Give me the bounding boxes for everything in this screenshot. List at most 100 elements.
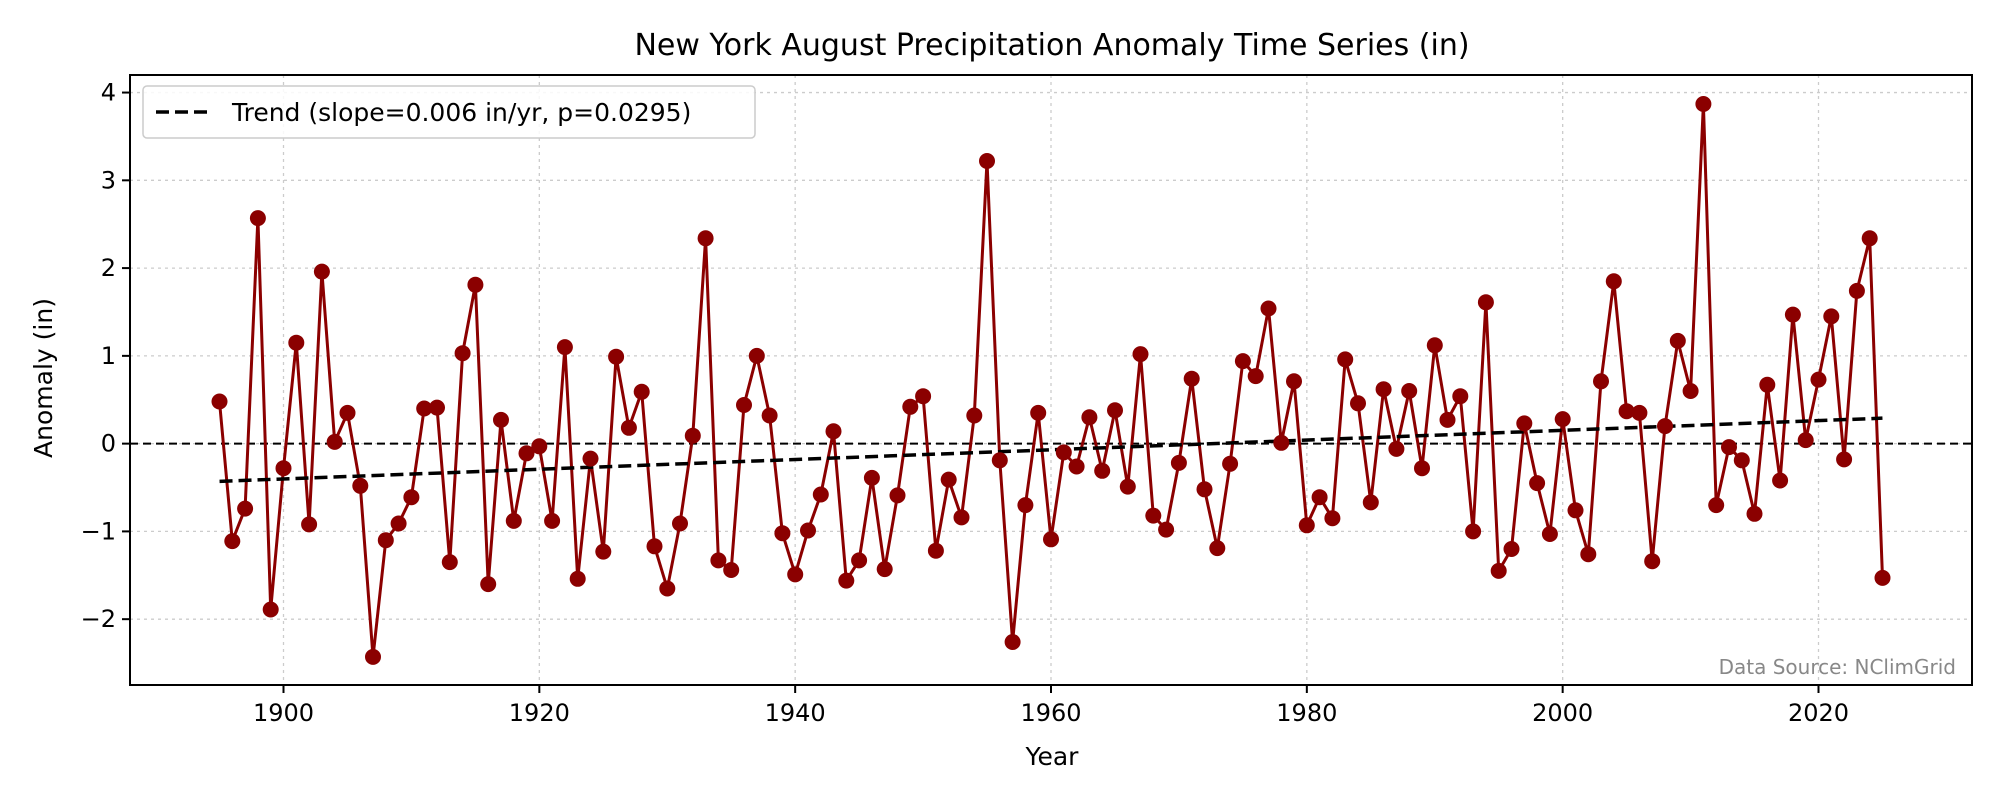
data-point-1986: [1375, 381, 1392, 398]
data-point-1934: [710, 552, 727, 569]
y-tick-label: 1: [101, 342, 116, 370]
data-point-1924: [582, 450, 599, 467]
data-point-1950: [915, 388, 932, 405]
data-point-2015: [1746, 505, 1763, 522]
data-point-1992: [1452, 388, 1469, 405]
data-point-1995: [1490, 562, 1507, 579]
data-point-1909: [390, 515, 407, 532]
data-point-2018: [1784, 306, 1801, 323]
data-point-1998: [1529, 475, 1546, 492]
data-point-2009: [1669, 332, 1686, 349]
data-point-1959: [1030, 404, 1047, 421]
data-point-1980: [1298, 517, 1315, 534]
data-point-1920: [531, 438, 548, 455]
data-point-1966: [1119, 478, 1136, 495]
data-point-1965: [1107, 402, 1123, 419]
data-point-1922: [556, 339, 573, 356]
data-point-1988: [1401, 383, 1418, 399]
y-tick-label: 3: [101, 166, 116, 194]
data-point-1969: [1158, 521, 1175, 538]
x-axis-label: Year: [1025, 742, 1080, 771]
data-point-1911: [416, 400, 433, 417]
chart-title: New York August Precipitation Anomaly Ti…: [634, 28, 1469, 63]
data-point-1993: [1465, 523, 1482, 540]
data-point-1953: [953, 509, 970, 526]
data-point-1954: [966, 407, 983, 424]
legend-trend-label: Trend (slope=0.006 in/yr, p=0.0295): [231, 98, 691, 127]
data-point-1946: [863, 469, 880, 486]
data-point-1964: [1094, 462, 1111, 479]
data-point-1908: [377, 532, 394, 549]
data-point-1991: [1439, 411, 1456, 428]
data-point-1935: [723, 562, 740, 578]
data-point-1956: [991, 452, 1008, 469]
data-point-1982: [1324, 510, 1341, 527]
data-point-1898: [249, 210, 266, 227]
data-point-1972: [1196, 481, 1213, 498]
data-point-1929: [646, 538, 663, 555]
data-point-1925: [595, 543, 612, 560]
data-point-1940: [787, 566, 804, 583]
x-tick-label: 2020: [1788, 699, 1849, 727]
data-point-1981: [1311, 489, 1328, 506]
data-point-1987: [1388, 440, 1405, 457]
data-point-1997: [1516, 415, 1533, 432]
data-point-1895: [211, 393, 228, 410]
data-point-1951: [927, 542, 944, 559]
data-point-1945: [851, 552, 868, 569]
data-point-2012: [1708, 497, 1725, 514]
data-source-note: Data Source: NClimGrid: [1719, 655, 1956, 679]
data-point-2008: [1657, 418, 1673, 435]
data-point-1967: [1132, 346, 1149, 363]
data-point-2017: [1772, 472, 1789, 489]
y-tick-label: 4: [101, 79, 116, 107]
data-point-1923: [569, 570, 586, 587]
data-point-2003: [1593, 373, 1609, 390]
data-point-1906: [352, 477, 369, 494]
data-point-1907: [365, 648, 381, 665]
data-point-1937: [748, 347, 765, 364]
data-point-1921: [544, 512, 561, 529]
data-point-1896: [224, 533, 241, 550]
data-point-2013: [1721, 439, 1737, 456]
data-point-1985: [1362, 494, 1379, 511]
data-point-2016: [1759, 376, 1776, 393]
data-point-2004: [1605, 273, 1622, 290]
data-point-1902: [301, 516, 318, 533]
data-point-1899: [262, 601, 279, 618]
data-point-1983: [1337, 351, 1354, 368]
data-point-1957: [1004, 634, 1021, 650]
data-point-1926: [608, 348, 625, 365]
data-point-2025: [1874, 569, 1891, 586]
data-point-1900: [275, 460, 292, 477]
data-points: [211, 96, 1891, 665]
data-point-1897: [237, 500, 254, 517]
data-point-1942: [812, 486, 829, 503]
data-point-1927: [620, 419, 637, 436]
data-point-1948: [889, 487, 906, 504]
x-tick-label: 1940: [765, 699, 826, 727]
data-point-1903: [313, 263, 330, 280]
data-point-1984: [1350, 395, 1366, 412]
data-point-1971: [1183, 370, 1200, 387]
data-point-1919: [518, 445, 535, 462]
data-point-2001: [1567, 502, 1584, 519]
data-point-1974: [1222, 455, 1239, 472]
data-point-2023: [1848, 282, 1865, 299]
legend-box: [142, 85, 756, 139]
y-axis-label: Anomaly (in): [29, 298, 58, 458]
data-point-2002: [1580, 546, 1597, 563]
data-point-1944: [838, 572, 855, 589]
data-point-2000: [1554, 411, 1571, 428]
data-point-1976: [1247, 368, 1264, 385]
data-point-1958: [1017, 497, 1034, 514]
data-point-1994: [1477, 294, 1494, 311]
data-point-1955: [979, 153, 995, 169]
data-point-1938: [761, 407, 778, 424]
data-point-1905: [339, 404, 356, 421]
data-point-1931: [672, 515, 688, 532]
data-point-1936: [736, 397, 752, 413]
data-point-1915: [467, 276, 484, 293]
data-point-1961: [1055, 444, 1072, 461]
data-point-1912: [429, 399, 445, 416]
